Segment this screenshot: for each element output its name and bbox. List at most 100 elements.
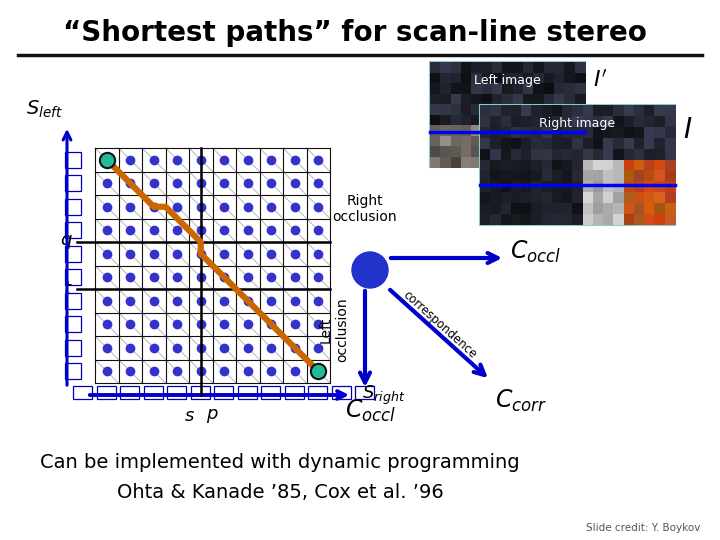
Bar xyxy=(531,148,542,160)
Bar xyxy=(544,146,554,157)
Bar xyxy=(521,192,532,204)
Bar xyxy=(613,159,624,171)
Bar xyxy=(564,136,575,146)
Text: Right
occlusion: Right occlusion xyxy=(333,194,397,224)
Bar xyxy=(593,148,603,160)
Bar xyxy=(451,72,462,84)
Bar xyxy=(634,148,644,160)
Bar xyxy=(644,116,655,127)
Bar xyxy=(510,181,521,193)
Bar xyxy=(430,146,441,157)
Bar xyxy=(564,157,575,167)
Bar xyxy=(575,125,585,136)
Bar xyxy=(624,138,634,149)
Bar xyxy=(654,116,665,127)
Bar xyxy=(480,203,491,214)
Bar xyxy=(500,127,511,138)
Bar xyxy=(562,214,573,226)
Bar xyxy=(65,246,81,262)
Bar xyxy=(613,105,624,117)
Bar xyxy=(96,386,116,399)
Bar xyxy=(490,138,501,149)
Bar xyxy=(593,203,603,214)
Bar xyxy=(490,116,501,127)
Bar xyxy=(534,136,544,146)
Bar xyxy=(572,116,583,127)
Bar xyxy=(531,159,542,171)
Bar xyxy=(552,127,562,138)
Bar xyxy=(593,159,603,171)
Bar xyxy=(513,93,523,105)
Bar xyxy=(503,146,513,157)
Bar xyxy=(482,62,492,73)
Bar xyxy=(634,116,644,127)
Bar xyxy=(331,386,351,399)
Bar xyxy=(461,62,472,73)
Text: Ohta & Kanade ’85, Cox et al. ’96: Ohta & Kanade ’85, Cox et al. ’96 xyxy=(117,483,444,502)
Bar xyxy=(120,386,139,399)
Bar xyxy=(534,157,544,167)
Bar xyxy=(490,214,501,226)
Bar xyxy=(503,62,513,73)
Bar xyxy=(472,157,482,167)
Bar xyxy=(593,192,603,204)
Bar xyxy=(582,105,593,117)
Bar xyxy=(482,136,492,146)
Bar xyxy=(603,214,614,226)
Text: $S_{right}$: $S_{right}$ xyxy=(362,383,405,407)
Bar xyxy=(544,104,554,115)
Bar xyxy=(552,105,562,117)
Bar xyxy=(521,138,532,149)
Bar xyxy=(480,138,491,149)
Bar xyxy=(572,192,583,204)
Bar xyxy=(634,181,644,193)
Bar xyxy=(65,199,81,215)
Bar xyxy=(575,136,585,146)
Bar xyxy=(430,114,441,125)
Bar xyxy=(167,386,186,399)
Bar xyxy=(441,146,451,157)
Text: $I$: $I$ xyxy=(683,116,693,144)
Bar xyxy=(451,146,462,157)
Bar xyxy=(531,181,542,193)
Bar xyxy=(521,171,532,182)
Bar xyxy=(492,93,503,105)
Bar xyxy=(510,138,521,149)
Bar xyxy=(544,72,554,84)
Bar xyxy=(430,104,441,115)
Bar xyxy=(490,171,501,182)
Bar xyxy=(613,192,624,204)
Bar xyxy=(624,116,634,127)
Bar xyxy=(534,72,544,84)
Bar xyxy=(492,83,503,94)
Bar xyxy=(513,114,523,125)
Bar xyxy=(500,105,511,117)
Bar xyxy=(503,136,513,146)
Text: $C_{corr}$: $C_{corr}$ xyxy=(495,388,547,414)
Bar xyxy=(531,203,542,214)
Text: $S_{left}$: $S_{left}$ xyxy=(27,99,63,120)
Bar xyxy=(65,222,81,239)
Bar xyxy=(575,104,585,115)
Bar xyxy=(665,148,675,160)
Bar xyxy=(575,62,585,73)
Bar xyxy=(500,171,511,182)
Bar xyxy=(451,104,462,115)
Bar xyxy=(238,386,257,399)
Bar xyxy=(430,157,441,167)
Bar xyxy=(510,192,521,204)
Bar xyxy=(513,62,523,73)
Bar xyxy=(503,157,513,167)
Bar xyxy=(544,93,554,105)
Bar xyxy=(564,146,575,157)
Bar xyxy=(261,386,280,399)
Bar xyxy=(451,62,462,73)
Bar xyxy=(644,159,655,171)
Bar xyxy=(480,159,491,171)
Bar xyxy=(490,203,501,214)
Bar xyxy=(654,203,665,214)
Bar xyxy=(603,192,614,204)
Bar xyxy=(534,104,544,115)
Bar xyxy=(500,116,511,127)
Bar xyxy=(634,203,644,214)
